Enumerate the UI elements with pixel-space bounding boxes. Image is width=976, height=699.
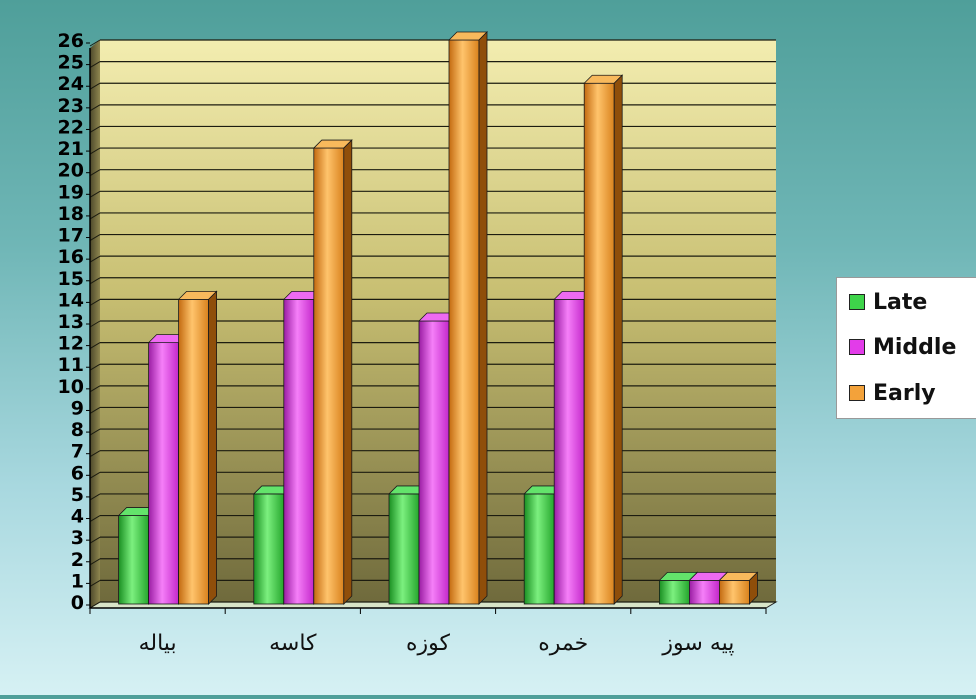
bar-front <box>178 298 210 605</box>
gridline-depth <box>89 407 101 414</box>
bars <box>117 31 759 605</box>
legend-item-middle: Middle <box>849 333 956 361</box>
bar-early-3 <box>583 74 624 605</box>
legend-item-late: Late <box>849 288 927 316</box>
bar-front <box>253 493 285 605</box>
bar-side <box>749 571 758 605</box>
y-axis: 0123456789101112131415161718192021222324… <box>58 30 91 614</box>
gridline-depth <box>89 450 101 458</box>
bar-early-0 <box>177 290 218 605</box>
legend: Late Middle Early <box>836 277 976 419</box>
y-tick-label: 16 <box>58 246 84 268</box>
gridline-depth <box>89 385 101 393</box>
x-axis: بیاله کاسه کوزه خمره پیه سوز <box>89 607 767 656</box>
y-tick-label: 9 <box>71 397 84 419</box>
gridline-depth <box>89 298 101 306</box>
bar-front <box>689 579 720 605</box>
y-tick-label: 13 <box>58 311 84 333</box>
x-tick-label: کاسه <box>269 631 317 656</box>
y-tick-label: 2 <box>71 549 84 571</box>
legend-swatch-late <box>849 294 865 310</box>
gridline-depth <box>89 169 101 177</box>
y-tick-label: 22 <box>58 116 84 138</box>
bar-front <box>388 493 420 605</box>
y-tick-label: 7 <box>71 441 84 463</box>
bar-front <box>523 493 555 605</box>
gridline-depth <box>89 82 101 90</box>
gridline-depth <box>89 147 101 155</box>
y-tick-label: 5 <box>71 484 84 506</box>
y-tick-label: 21 <box>58 138 84 160</box>
bar-front <box>313 147 345 605</box>
legend-swatch-middle <box>849 339 865 355</box>
gridline-depth <box>89 255 101 263</box>
bar-side <box>613 74 623 605</box>
bar-early-2 <box>448 31 488 605</box>
gridline-depth <box>89 104 101 112</box>
y-tick-label: 6 <box>71 462 84 484</box>
bar-front <box>553 298 585 605</box>
legend-label-middle: Middle <box>873 334 957 360</box>
bar-front <box>659 579 690 605</box>
gridline-depth <box>89 428 101 436</box>
bar-side <box>478 31 488 605</box>
gridline-depth <box>89 558 101 566</box>
gridline-depth <box>89 212 101 220</box>
legend-item-early: Early <box>849 379 936 407</box>
x-tick-label: کوزه <box>406 631 451 656</box>
y-tick-label: 0 <box>71 592 84 614</box>
bar-front <box>448 39 480 605</box>
bar-front <box>719 579 750 605</box>
legend-label-early: Early <box>873 380 936 406</box>
x-tick-label: پیه سوز <box>661 631 734 656</box>
gridline-depth <box>89 190 101 198</box>
y-tick-label: 4 <box>71 506 84 528</box>
legend-label-late: Late <box>873 289 928 315</box>
y-tick-label: 25 <box>58 52 84 74</box>
bar-front <box>283 298 315 605</box>
y-tick-label: 14 <box>58 289 84 311</box>
x-tick-label: خمره <box>538 631 588 656</box>
gridline-depth <box>89 515 101 522</box>
gridline-depth <box>89 363 101 371</box>
gridline-depth <box>89 579 101 587</box>
bar-front <box>583 82 615 605</box>
bar-front <box>418 320 450 605</box>
gridline-depth <box>89 471 101 479</box>
gridline-depth <box>89 342 101 350</box>
y-tick-label: 1 <box>71 570 84 592</box>
y-tick-label: 3 <box>71 527 84 549</box>
gridline-depth <box>89 320 101 328</box>
y-tick-label: 12 <box>58 333 84 355</box>
bar-side <box>208 290 218 605</box>
y-tick-label: 19 <box>58 181 84 203</box>
gridline-depth <box>89 536 101 544</box>
gridline-depth <box>89 126 101 133</box>
y-tick-label: 17 <box>58 225 84 247</box>
gridline-depth <box>89 493 101 501</box>
x-tick-label: بیاله <box>139 631 177 656</box>
y-tick-label: 26 <box>58 30 84 52</box>
bar-early-1 <box>312 139 353 605</box>
gridline-depth <box>89 277 101 285</box>
y-tick-label: 20 <box>58 160 84 182</box>
y-tick-label: 11 <box>58 354 84 376</box>
gridline-depth <box>89 39 101 47</box>
bar-front <box>118 515 149 605</box>
y-tick-label: 24 <box>58 73 84 95</box>
bar-front <box>148 342 180 605</box>
gridline-depth <box>89 601 101 609</box>
y-tick-label: 8 <box>71 419 84 441</box>
gridline-depth <box>89 61 101 69</box>
gridline-depth <box>89 234 101 241</box>
y-tick-label: 10 <box>58 376 84 398</box>
legend-swatch-early <box>849 385 865 401</box>
y-tick-label: 18 <box>58 203 84 225</box>
y-tick-label: 23 <box>58 95 84 117</box>
bar-side <box>343 139 353 605</box>
bar-early-4 <box>718 571 759 605</box>
y-tick-label: 15 <box>58 268 84 290</box>
